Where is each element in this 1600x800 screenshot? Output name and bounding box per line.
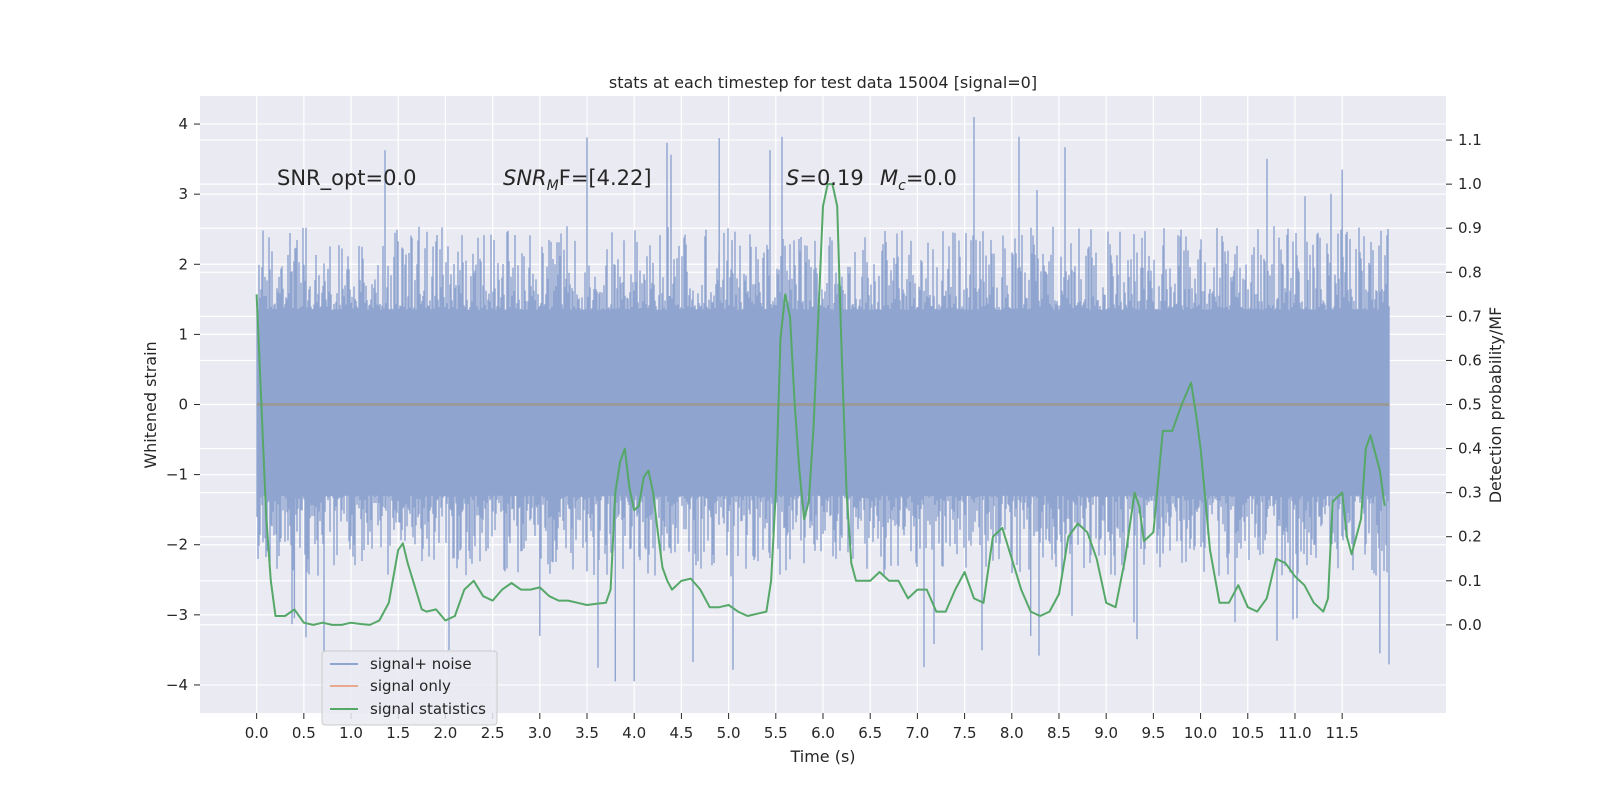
x-tick-label: 8.5 [1047,724,1071,742]
x-tick-label: 4.5 [669,724,693,742]
x-tick-label: 10.5 [1231,724,1264,742]
y-tick-label: 0 [178,396,188,414]
y-tick-label: −4 [166,676,188,694]
x-tick-label: 11.5 [1325,724,1358,742]
signal-noise-series [256,117,1390,682]
y-axis-label-left: Whitened strain [141,341,160,468]
y-right-tick-label: 0.5 [1458,396,1482,414]
x-tick-label: 8.0 [1000,724,1024,742]
annotation-snr-opt: SNR_opt=0.0 [277,166,417,191]
x-tick-label: 3.0 [528,724,552,742]
legend-label-stats: signal statistics [370,700,486,718]
x-tick-label: 0.5 [292,724,316,742]
x-tick-label: 7.0 [905,724,929,742]
legend: signal+ noise signal only signal statist… [321,650,498,726]
x-tick-label: 0.0 [245,724,269,742]
annotation-snr-mf: SNRMF=[4.22] [503,166,652,194]
y-tick-label: −3 [166,606,188,624]
y-tick-label: −2 [166,536,188,554]
x-tick-label: 1.0 [339,724,363,742]
y-right-tick-label: 0.0 [1458,616,1482,634]
y-right-tick-label: 1.1 [1458,131,1482,149]
y-tick-label: 1 [178,325,188,343]
y-right-tick-label: 0.7 [1458,307,1482,325]
y-right-tick-label: 0.8 [1458,263,1482,281]
x-axis-label: Time (s) [789,747,855,766]
chart-title: stats at each timestep for test data 150… [609,73,1037,92]
y-tick-label: 3 [178,185,188,203]
tick-labels: 0.0 0.5 1.0 1.5 2.0 2.5 3.0 3.5 4.0 4.5 5.0 5.5 6.0 6… [166,115,1482,742]
x-tick-label: 1.5 [386,724,410,742]
x-tick-label: 11.0 [1278,724,1311,742]
y-right-tick-label: 0.9 [1458,219,1482,237]
x-tick-label: 6.5 [858,724,882,742]
y-tick-label: 2 [178,255,188,273]
legend-label-noise: signal+ noise [370,655,472,673]
y-tick-label: 4 [178,115,188,133]
x-tick-label: 4.0 [622,724,646,742]
x-tick-label: 9.0 [1094,724,1118,742]
x-tick-label: 3.5 [575,724,599,742]
x-tick-label: 9.5 [1141,724,1165,742]
y-axis-label-right: Detection probability/MF [1486,307,1505,504]
y-right-tick-label: 0.6 [1458,351,1482,369]
signal-statistics-line [255,183,1386,626]
y-right-tick-label: 0.2 [1458,528,1482,546]
x-tick-label: 7.5 [953,724,977,742]
noise-trace [256,117,1390,682]
y-right-tick-label: 0.1 [1458,572,1482,590]
x-tick-label: 10.0 [1184,724,1217,742]
legend-label-signal: signal only [370,677,451,695]
y-right-tick-label: 1.0 [1458,175,1482,193]
x-tick-label: 6.0 [811,724,835,742]
x-tick-label: 5.5 [764,724,788,742]
x-tick-label: 5.0 [717,724,741,742]
x-tick-label: 2.5 [481,724,505,742]
y-tick-label: −1 [166,466,188,484]
y-right-tick-label: 0.3 [1458,484,1482,502]
annotation-s: S=0.19 [786,166,864,190]
signal-statistics-series [255,183,1386,626]
legend-box [321,650,498,726]
x-tick-label: 2.0 [433,724,457,742]
y-right-tick-label: 0.4 [1458,440,1482,458]
annotation-mc: Mc=0.0 [880,166,957,194]
